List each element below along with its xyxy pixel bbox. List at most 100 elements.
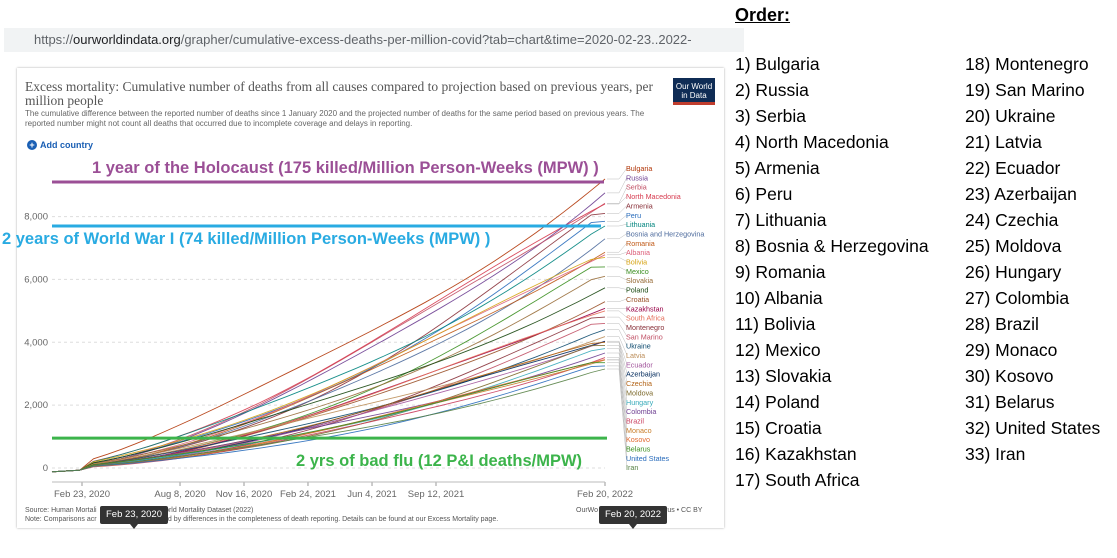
series-line (51, 357, 606, 473)
order-item: 26) Hungary (965, 262, 1062, 282)
x-tick-label: Sep 12, 2021 (408, 489, 465, 500)
series-line (51, 362, 605, 473)
series-line (51, 192, 606, 473)
series-line (51, 275, 606, 473)
legend-label: Albania (626, 248, 650, 257)
order-item: 29) Monaco (965, 340, 1058, 360)
logo-line-1: Our World (675, 82, 713, 91)
legend-connector (607, 205, 628, 214)
legend-connector (607, 223, 628, 227)
order-title: Order: (735, 5, 791, 25)
legend-label: Poland (626, 286, 648, 295)
order-item: 3) Serbia (735, 106, 807, 126)
legend-label: South Africa (626, 314, 665, 323)
credit-text: OurWo (576, 507, 599, 514)
legend-connector (607, 214, 628, 222)
order-item: 4) North Macedonia (735, 132, 889, 152)
order-item: 23) Azerbaijan (965, 184, 1077, 204)
series-line (51, 368, 606, 473)
legend-label: Moldova (626, 388, 653, 397)
excess-mortality-chart: 0 2,000 4,000 6,000 8,000 Feb 23, 2020 Aug 8, … (2, 159, 704, 500)
legend-label: Latvia (626, 351, 645, 360)
x-tick-label: Nov 16, 2020 (216, 489, 273, 500)
address-bar[interactable]: https://ourworldindata.org/grapher/cumul… (4, 28, 744, 52)
legend-label: Serbia (626, 183, 647, 192)
legend-label: Slovakia (626, 276, 653, 285)
x-tick-label: Aug 8, 2020 (154, 489, 205, 500)
source-text-tail: World Mortality Dataset (2022) (158, 507, 254, 514)
owid-logo[interactable]: Our World in Data (673, 78, 715, 105)
add-country-button[interactable]: + Add country (27, 140, 93, 150)
series-line (51, 287, 606, 473)
legend-connector (607, 341, 628, 374)
legend-label: United States (626, 454, 670, 463)
legend-label: Lithuania (626, 220, 655, 229)
legend-connector (607, 368, 628, 468)
legend-label: Bulgaria (626, 164, 652, 173)
legend-label: Kazakhstan (626, 304, 664, 313)
legend-connector (607, 167, 628, 180)
order-item: 17) South Africa (735, 470, 860, 490)
legend-label: Montenegro (626, 323, 664, 332)
order-item: 27) Colombia (965, 288, 1070, 308)
end-date-handle[interactable]: Feb 20, 2022 (599, 506, 667, 529)
legend-label: Iran (626, 463, 638, 472)
chart-card (17, 68, 724, 528)
legend-connector (607, 276, 628, 281)
legend-connector (607, 336, 628, 356)
order-item: 18) Montenegro (965, 54, 1089, 74)
legend-connector (607, 251, 628, 256)
legend-connector (607, 352, 628, 412)
legend-connector (607, 310, 628, 318)
y-tick-label: 0 (43, 463, 48, 474)
legend-connector (607, 359, 628, 440)
logo-line-2: in Data (681, 91, 707, 100)
order-item: 7) Lithuania (735, 210, 827, 230)
series-line (51, 336, 606, 473)
reference-line-label: 2 yrs of bad flu (12 P&I deaths/MPW) (296, 452, 582, 470)
series-line (51, 178, 606, 473)
order-item: 15) Croatia (735, 418, 822, 438)
order-item: 30) Kosovo (965, 366, 1054, 386)
legend-label: Belarus (626, 445, 651, 454)
legend-label: Brazil (626, 416, 644, 425)
legend-connector (607, 323, 628, 337)
note-text: Note: Comparisons acr (25, 515, 97, 523)
order-item: 22) Ecuador (965, 158, 1061, 178)
order-item: 19) San Marino (965, 80, 1085, 100)
legend-connector (607, 348, 628, 402)
legend-label: Armenia (626, 201, 653, 210)
series-line (51, 256, 606, 473)
legend-label: North Macedonia (626, 192, 681, 201)
order-item: 21) Latvia (965, 132, 1042, 152)
order-item: 32) United States (965, 418, 1101, 438)
legend-label: Romania (626, 239, 655, 248)
legend-connector (607, 298, 628, 302)
add-country-label: Add country (40, 140, 93, 150)
legend-connector (607, 329, 628, 346)
legend-connector (607, 316, 628, 328)
order-item: 31) Belarus (965, 392, 1055, 412)
legend-label: Mexico (626, 267, 649, 276)
legend-connector (607, 195, 628, 205)
legend-connector (607, 242, 628, 253)
order-item: 6) Peru (735, 184, 793, 204)
legend-connector (607, 257, 628, 262)
legend-label: Peru (626, 211, 641, 220)
chart-title: Excess mortality: Cumulative number of d… (25, 79, 653, 108)
order-item: 8) Bosnia & Herzegovina (735, 236, 929, 256)
order-item: 1) Bulgaria (735, 54, 820, 74)
y-tick-label: 6,000 (24, 274, 48, 285)
order-item: 28) Brazil (965, 314, 1039, 334)
legend-label: Bosnia and Herzegovina (626, 229, 704, 238)
y-tick-label: 2,000 (24, 400, 48, 411)
legend-connector (607, 362, 628, 449)
series-line (51, 225, 606, 473)
series-line (51, 310, 606, 473)
order-item: 11) Bolivia (735, 314, 816, 334)
start-date-handle[interactable]: Feb 23, 2020 (100, 506, 168, 529)
legend-label: Colombia (626, 407, 656, 416)
order-item: 10) Albania (735, 288, 823, 308)
owid-credit: OurWo avirus • CC BY (576, 507, 702, 514)
legend-label: Bolivia (626, 258, 647, 267)
